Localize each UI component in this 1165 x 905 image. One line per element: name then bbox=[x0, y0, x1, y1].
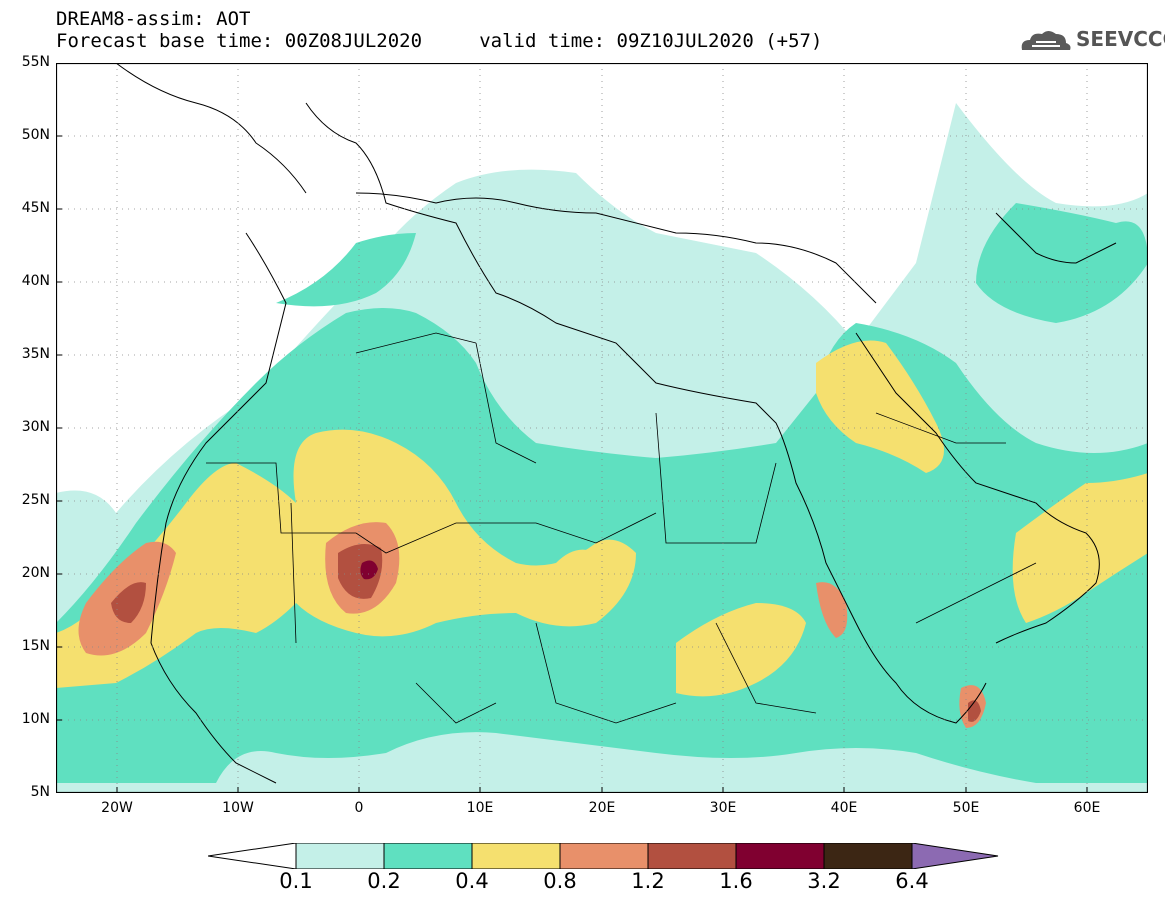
colorbar-label-3.2: 3.2 bbox=[807, 869, 841, 893]
colorbar-label-1.6: 1.6 bbox=[719, 869, 753, 893]
lon-label-20e: 20E bbox=[588, 800, 616, 816]
cloud-logo-icon bbox=[1021, 31, 1071, 50]
colorbar-segment-1.6 bbox=[735, 843, 825, 869]
country-borders bbox=[206, 332, 1037, 724]
colorbar-segment-3.2 bbox=[823, 843, 913, 869]
lat-label-25n: 25N bbox=[21, 492, 50, 508]
grid-lines bbox=[56, 63, 1148, 793]
forecast-time-line: Forecast base time: 00Z08JUL2020 valid t… bbox=[56, 30, 823, 52]
aot-level-1.2 bbox=[111, 544, 981, 722]
lon-label-60e: 60E bbox=[1073, 800, 1101, 816]
colorbar-under-arrow bbox=[208, 843, 297, 869]
colorbar-over-arrow bbox=[911, 843, 999, 869]
lat-label-55n: 55N bbox=[21, 54, 50, 70]
lon-label-50e: 50E bbox=[952, 800, 980, 816]
colorbar-segment-0.2 bbox=[383, 843, 473, 869]
colorbar bbox=[208, 843, 999, 869]
colorbar-label-6.4: 6.4 bbox=[895, 869, 929, 893]
lat-label-50n: 50N bbox=[21, 127, 50, 143]
colorbar-label-0.4: 0.4 bbox=[455, 869, 489, 893]
colorbar-label-0.1: 0.1 bbox=[279, 869, 313, 893]
logo-text: SEEVCCC bbox=[1076, 27, 1165, 51]
colorbar-segment-0.4 bbox=[471, 843, 561, 869]
lon-label-10e: 10E bbox=[466, 800, 494, 816]
lat-label-30n: 30N bbox=[21, 419, 50, 435]
aot-level-1.6 bbox=[360, 560, 378, 580]
colorbar-label-1.2: 1.2 bbox=[631, 869, 665, 893]
lat-label-15n: 15N bbox=[21, 638, 50, 654]
lat-label-20n: 20N bbox=[21, 565, 50, 581]
lat-label-5n: 5N bbox=[30, 784, 50, 800]
lon-label-0: 0 bbox=[354, 800, 364, 816]
colorbar-label-0.8: 0.8 bbox=[543, 869, 577, 893]
lat-label-10n: 10N bbox=[21, 711, 50, 727]
colorbar-label-0.2: 0.2 bbox=[367, 869, 401, 893]
colorbar-segment-0.8 bbox=[559, 843, 649, 869]
colorbar-segment-0.1 bbox=[295, 843, 385, 869]
lon-label-40e: 40E bbox=[830, 800, 858, 816]
colorbar-segment-1.2 bbox=[647, 843, 737, 869]
lon-label-30e: 30E bbox=[709, 800, 737, 816]
lat-label-45n: 45N bbox=[21, 200, 50, 216]
aot-map bbox=[56, 63, 1148, 793]
lat-label-40n: 40N bbox=[21, 273, 50, 289]
map-title: DREAM8-assim: AOT bbox=[56, 8, 251, 30]
lat-label-35n: 35N bbox=[21, 346, 50, 362]
lon-label-20w: 20W bbox=[101, 800, 133, 816]
lon-label-10w: 10W bbox=[222, 800, 254, 816]
